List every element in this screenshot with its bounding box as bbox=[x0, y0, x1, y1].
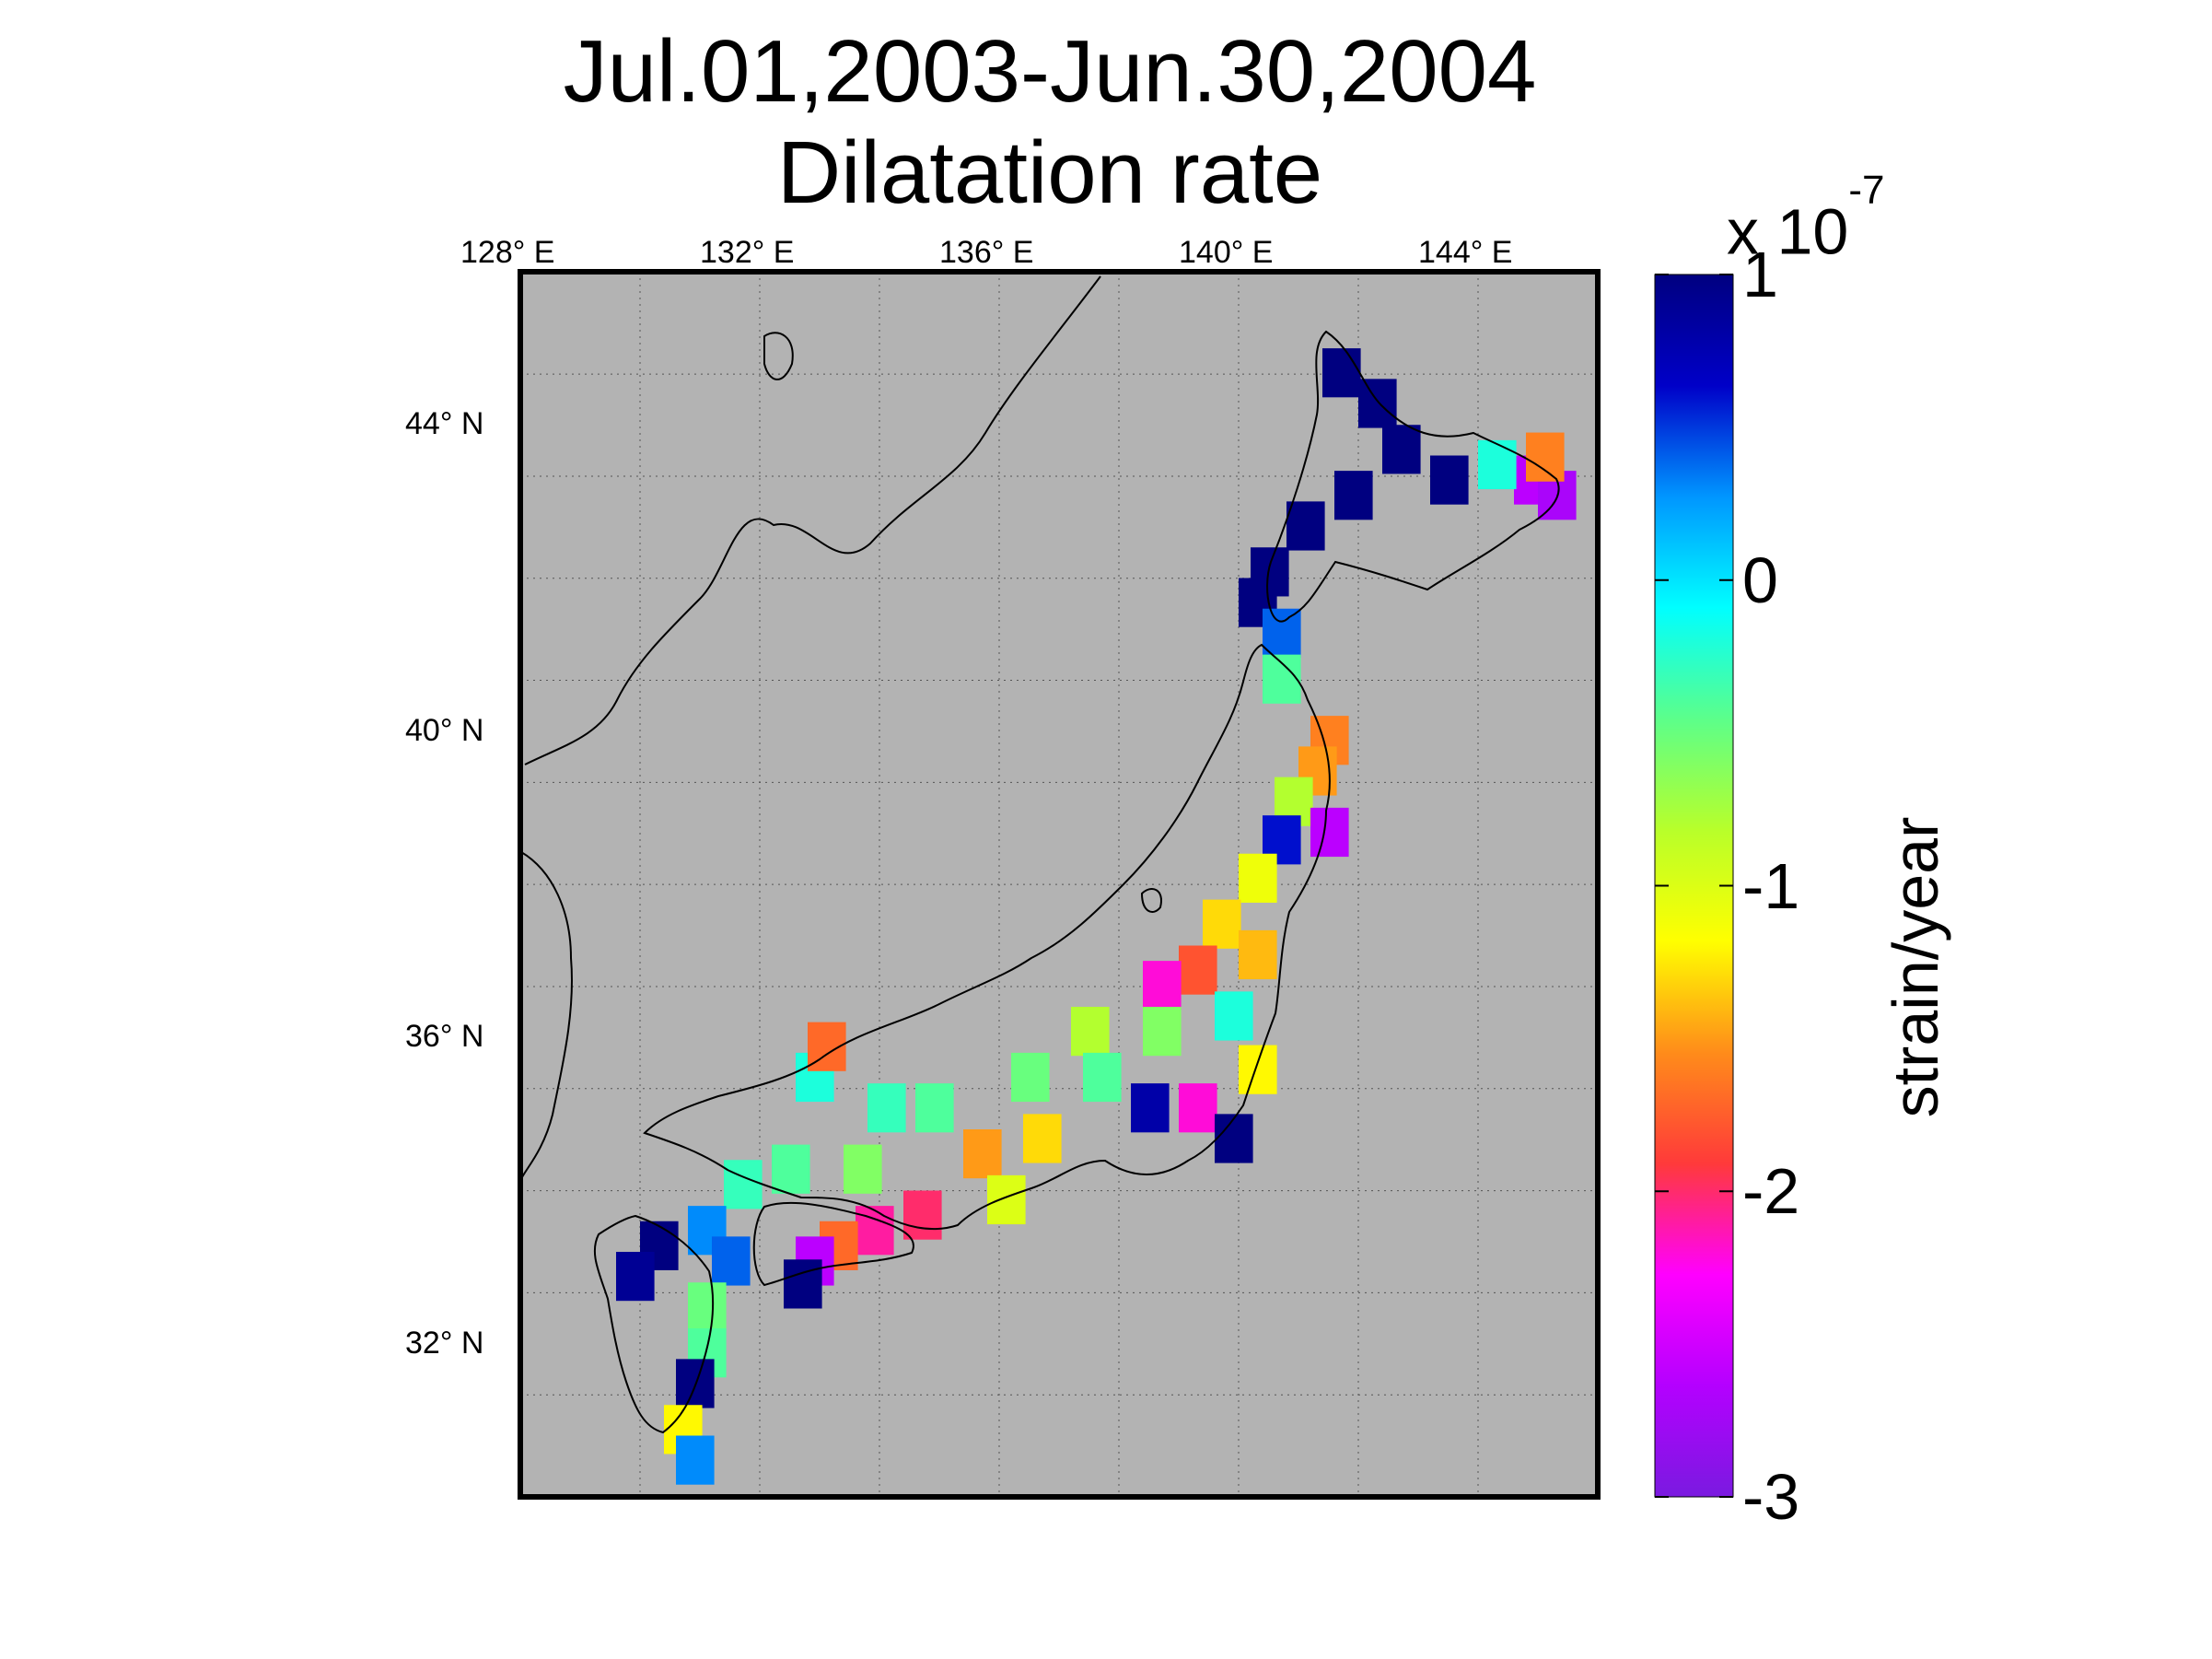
title-line-1: Jul.01,2003-Jun.30,2004 bbox=[563, 22, 1537, 121]
dilatation-cell bbox=[1083, 1052, 1122, 1103]
colorbar-exponent: x 10-7 bbox=[1727, 170, 1884, 264]
dilatation-cell bbox=[856, 1206, 894, 1256]
coastline-asia-mainland bbox=[524, 275, 1101, 765]
dilatation-cell bbox=[1322, 348, 1361, 398]
dilatation-cell bbox=[1286, 501, 1325, 551]
dilatation-cell bbox=[688, 1282, 727, 1332]
coastline-honshu bbox=[643, 643, 1331, 1231]
dilatation-cell bbox=[1143, 1007, 1182, 1057]
colorbar-exponent-power: -7 bbox=[1848, 168, 1885, 213]
colorbar-ticks bbox=[1655, 274, 1733, 1498]
dilatation-cell bbox=[784, 1259, 822, 1309]
colorbar-tick-label: -3 bbox=[1742, 1461, 1800, 1533]
dilatation-cell bbox=[844, 1144, 882, 1194]
dilatation-cell bbox=[724, 1160, 763, 1209]
coastlines bbox=[520, 275, 1560, 1434]
dilatation-cell bbox=[1263, 608, 1301, 658]
colorbar-tick-label: 1 bbox=[1742, 239, 1778, 310]
colorbar-tick-label: -1 bbox=[1742, 849, 1800, 922]
dilatation-cell bbox=[1239, 853, 1277, 903]
longitude-label: 132° E bbox=[700, 235, 795, 270]
dilatation-cell bbox=[1023, 1114, 1062, 1163]
coastline-kyushu bbox=[593, 1214, 715, 1434]
colorbar-unit-label: strain/year bbox=[1880, 816, 1951, 1118]
colorbar-exponent-base: x 10 bbox=[1727, 195, 1849, 268]
dilatation-cell bbox=[772, 1144, 810, 1194]
dilatation-cell bbox=[1478, 439, 1517, 490]
dilatation-cell bbox=[1382, 425, 1421, 474]
colorbar-tick-label: 0 bbox=[1742, 543, 1778, 616]
dilatation-cell bbox=[915, 1083, 954, 1133]
dilatation-cell bbox=[1179, 1083, 1217, 1133]
dilatation-cell bbox=[676, 1435, 715, 1485]
title-line-2: Dilatation rate bbox=[776, 123, 1323, 222]
dilatation-cell bbox=[963, 1129, 1002, 1179]
dilatation-cell bbox=[903, 1190, 942, 1240]
dilatation-cell bbox=[1143, 961, 1182, 1011]
coastline-hokkaido bbox=[1266, 330, 1560, 623]
map-frame bbox=[518, 269, 1601, 1500]
dilatation-cell bbox=[616, 1252, 655, 1302]
longitude-label: 144° E bbox=[1418, 235, 1513, 270]
dilatation-cell bbox=[1239, 929, 1277, 980]
dilatation-cell bbox=[1334, 471, 1373, 520]
longitude-label: 136° E bbox=[939, 235, 1034, 270]
coastline-korea bbox=[520, 851, 573, 1180]
dilatation-cell bbox=[1215, 991, 1253, 1041]
dilatation-rate-cells bbox=[616, 348, 1577, 1485]
dilatation-cell bbox=[1526, 432, 1565, 482]
dilatation-cell bbox=[1358, 379, 1397, 428]
dilatation-cell bbox=[1071, 1007, 1110, 1057]
coastline-sado bbox=[1140, 888, 1162, 913]
latitude-label: 36° N bbox=[405, 1019, 484, 1055]
dilatation-cell bbox=[1203, 899, 1241, 949]
dilatation-cell bbox=[1430, 455, 1469, 505]
dilatation-cell bbox=[987, 1174, 1026, 1225]
colorbar-tick-label: -2 bbox=[1742, 1155, 1800, 1228]
dilatation-cell bbox=[1131, 1083, 1170, 1133]
latitude-label: 40° N bbox=[405, 712, 484, 748]
coastline-sakhalin-tip bbox=[763, 332, 794, 380]
dilatation-cell bbox=[1310, 807, 1349, 858]
latitude-label: 32° N bbox=[405, 1325, 484, 1361]
dilatation-cell bbox=[1239, 1045, 1277, 1094]
dilatation-cell bbox=[1215, 1114, 1253, 1163]
dilatation-cell bbox=[712, 1236, 751, 1286]
longitude-label: 140° E bbox=[1179, 235, 1274, 270]
dilatation-cell bbox=[1179, 945, 1217, 995]
dilatation-cell bbox=[1011, 1052, 1050, 1103]
coastline-shikoku bbox=[752, 1201, 914, 1287]
dilatation-cell bbox=[867, 1083, 906, 1133]
longitude-label: 128° E bbox=[460, 235, 555, 270]
latitude-label: 44° N bbox=[405, 406, 484, 442]
